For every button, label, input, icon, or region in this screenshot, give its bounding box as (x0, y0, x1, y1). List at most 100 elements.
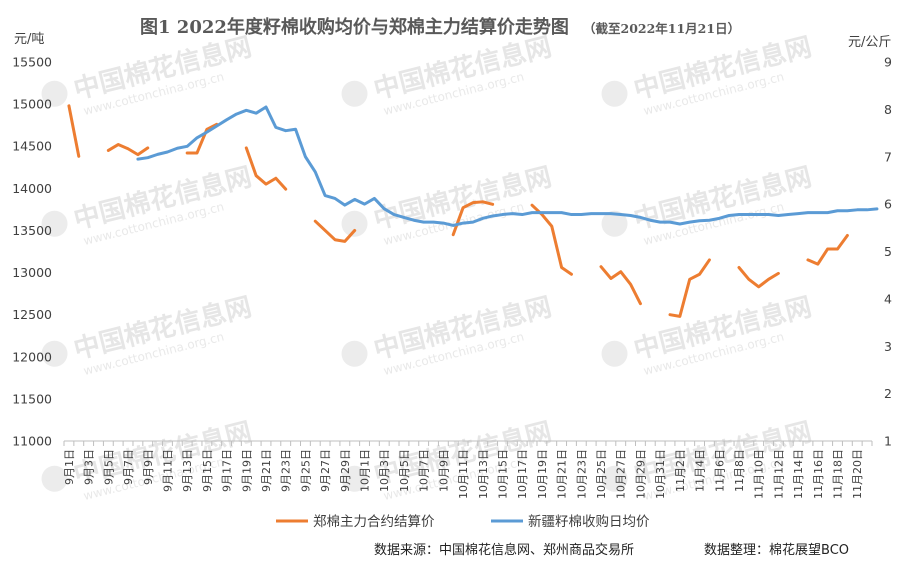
data-point (521, 213, 523, 216)
series-xinjiang-seed-cotton (136, 105, 879, 227)
x-tick-label: 9月19日 (240, 449, 253, 492)
data-point (561, 212, 563, 214)
data-point (767, 278, 770, 280)
x-axis-ticks: 9月1日 9月3日 9月5日 9月7日 9月9日 9月11日 9月13日 9月15日 9月17日… (63, 449, 864, 499)
data-point (698, 273, 701, 275)
x-tick-label: 11月6日 (713, 449, 726, 492)
left-y-tick-label: 12500 (12, 307, 52, 322)
data-point (472, 202, 474, 204)
x-tick-label: 9月29日 (339, 449, 352, 492)
data-point (777, 272, 779, 274)
data-point (354, 229, 356, 232)
data-point (501, 213, 504, 216)
data-point (570, 213, 573, 216)
chart-title-note: （截至2022年11月21日） (583, 21, 740, 36)
data-point (245, 147, 247, 149)
series-line-segment (185, 122, 219, 155)
data-point (137, 154, 139, 156)
series-line-segment (67, 104, 81, 158)
data-point (679, 223, 681, 225)
x-tick-label: 11月16日 (812, 449, 825, 499)
data-point (738, 213, 740, 216)
axes (63, 440, 873, 446)
watermark-logo-icon (41, 465, 68, 492)
right-y-tick-label: 8 (884, 102, 892, 117)
watermark-logo-icon (41, 340, 68, 367)
data-point (127, 148, 129, 150)
x-tick-label: 9月21日 (260, 449, 273, 492)
data-point (363, 203, 366, 205)
data-point (777, 214, 779, 217)
data-point (255, 112, 257, 114)
data-point (344, 240, 346, 242)
data-point (600, 213, 602, 215)
watermark-logo-icon (41, 80, 68, 107)
data-point (748, 278, 750, 280)
data-point (511, 213, 513, 215)
data-point (294, 128, 297, 130)
left-y-tick-label: 13000 (12, 265, 52, 280)
watermark-logo-icon (601, 80, 628, 107)
data-point (137, 158, 139, 160)
left-axis-unit: 元/吨 (14, 32, 44, 47)
data-point (659, 221, 661, 223)
data-point (541, 212, 543, 214)
data-point (235, 113, 238, 115)
right-y-tick-label: 1 (884, 434, 892, 449)
x-tick-label: 10月19日 (536, 449, 549, 499)
x-tick-label: 10月9日 (437, 449, 450, 492)
data-point (551, 225, 553, 227)
left-y-tick-label: 11500 (12, 391, 52, 406)
data-point (758, 286, 760, 288)
data-point (472, 221, 474, 223)
x-tick-label: 11月20日 (851, 449, 864, 499)
data-point (817, 263, 819, 265)
data-point (846, 234, 848, 237)
watermark-logo-icon (341, 340, 368, 367)
x-tick-label: 9月13日 (181, 449, 194, 492)
series-layer (67, 104, 879, 318)
data-point (590, 213, 592, 215)
left-y-tick-label: 15000 (12, 97, 52, 112)
watermark-logo-icon (601, 465, 628, 492)
data-point (639, 303, 642, 305)
x-tick-label: 9月7日 (122, 449, 135, 485)
series-line-segment (530, 203, 573, 276)
data-point (629, 283, 632, 285)
x-tick-label: 9月1日 (63, 449, 76, 485)
data-point (679, 315, 681, 317)
data-point (620, 271, 622, 273)
data-point (551, 212, 553, 214)
data-point (708, 219, 711, 221)
data-point (393, 213, 395, 216)
data-point (649, 219, 651, 221)
x-tick-label: 10月21日 (556, 449, 569, 499)
right-y-tick-label: 7 (884, 149, 892, 164)
data-point (196, 137, 198, 139)
data-point (186, 145, 188, 147)
x-tick-label: 10月17日 (516, 449, 529, 499)
data-point (797, 213, 799, 215)
data-point (689, 278, 691, 280)
data-point (492, 203, 494, 205)
legend: 郑棉主力合约结算价 新疆籽棉收购日均价 (276, 514, 650, 530)
data-point (285, 130, 287, 132)
data-point (206, 128, 208, 130)
right-axis-unit: 元/公斤 (848, 35, 891, 50)
data-point (78, 155, 80, 157)
data-point (255, 175, 257, 177)
x-tick-label: 10月7日 (418, 449, 431, 492)
watermark-logo-icon (601, 210, 628, 237)
data-point (531, 204, 533, 206)
data-point (196, 152, 198, 154)
data-point (738, 266, 740, 269)
data-point (334, 197, 336, 200)
data-point (216, 125, 218, 127)
data-point (698, 220, 701, 222)
